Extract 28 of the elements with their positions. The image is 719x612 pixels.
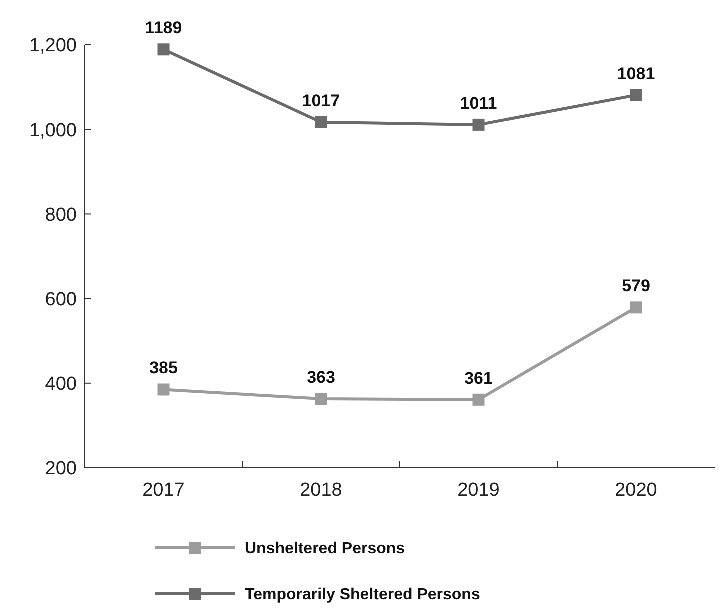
point [158, 384, 170, 396]
x-tick-label: 2019 [458, 480, 500, 501]
y-tick-label: 800 [45, 204, 77, 226]
point [472, 394, 485, 406]
point [472, 118, 485, 131]
x-tick-label: 2020 [615, 480, 658, 501]
data-label: 1081 [617, 64, 656, 84]
data-label: 1189 [145, 18, 182, 38]
data-label: 1017 [302, 91, 340, 110]
y-tick-label: 200 [45, 458, 77, 480]
legend-label: Unsheltered Persons [245, 540, 406, 558]
y-tick-label: 1,000 [29, 120, 77, 142]
data-label: 579 [622, 276, 650, 296]
x-tick-label: 2017 [142, 480, 185, 501]
point [315, 393, 328, 406]
data-label: 363 [307, 368, 336, 388]
point [315, 116, 328, 128]
data-label: 1011 [460, 94, 498, 113]
y-tick-label: 600 [45, 289, 77, 310]
point [630, 89, 642, 102]
y-tick-label: 400 [45, 374, 77, 396]
data-label: 361 [464, 368, 493, 388]
data-label: 385 [150, 358, 178, 378]
point [158, 44, 170, 56]
legend-label: Temporarily Sheltered Persons [245, 586, 480, 604]
x-tick-label: 2018 [300, 480, 342, 501]
y-tick-label: 1,200 [29, 36, 77, 57]
point [630, 302, 642, 314]
